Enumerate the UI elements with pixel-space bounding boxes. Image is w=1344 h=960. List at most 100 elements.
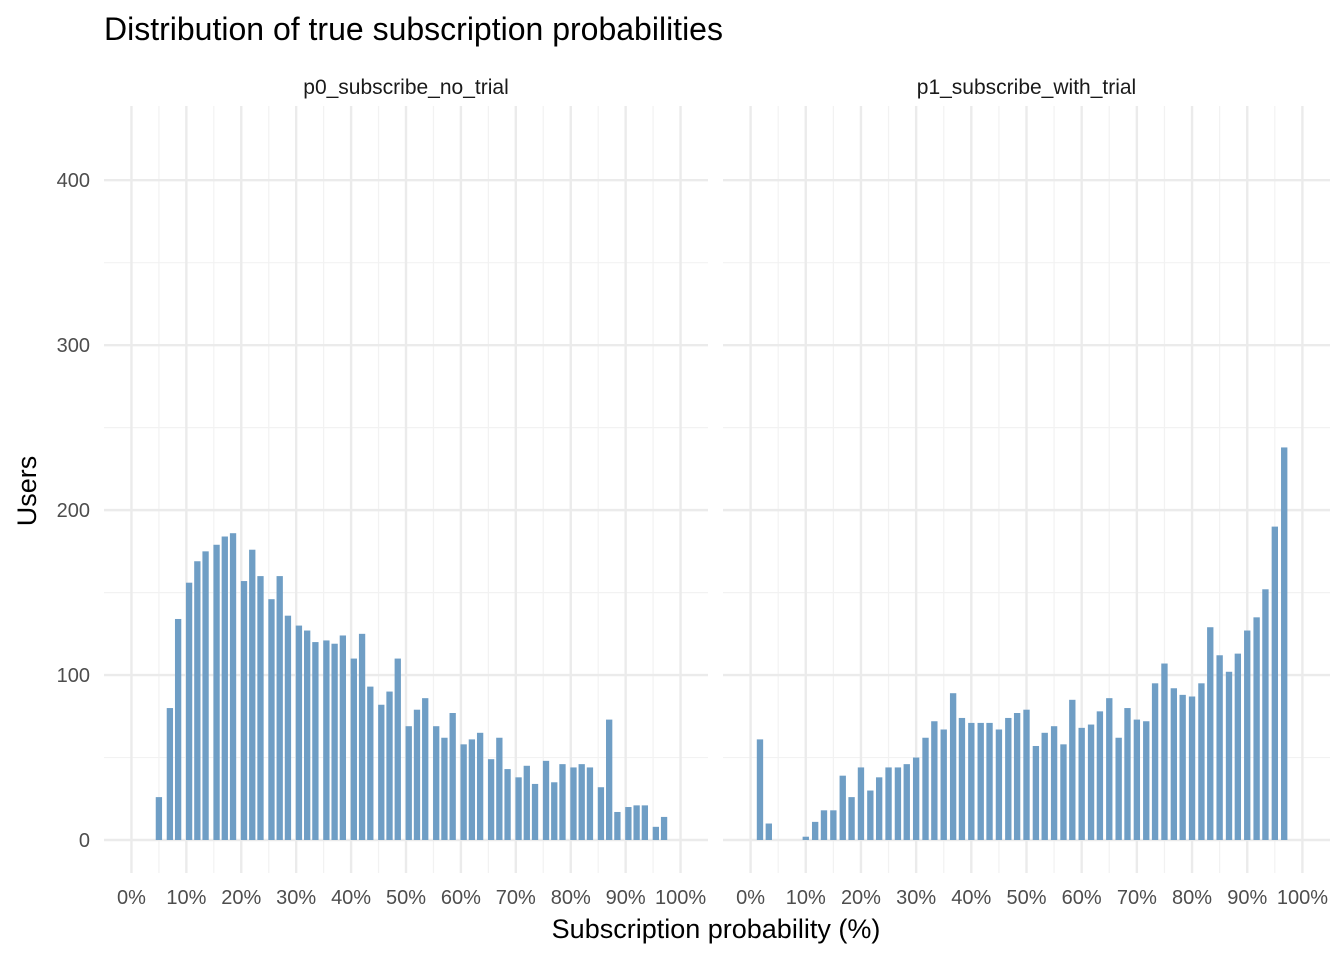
histogram-bar <box>476 732 484 841</box>
histogram-bar <box>331 643 338 841</box>
histogram-bar <box>958 717 966 841</box>
y-tick-label: 0 <box>79 830 90 852</box>
panel-p0_subscribe_no_trial: p0_subscribe_no_trial 0% 10% 20% 30% 40% 50% 60… <box>57 76 708 909</box>
histogram-bar <box>249 549 256 841</box>
histogram-bar <box>830 810 837 841</box>
histogram-bar <box>578 764 585 841</box>
histogram-bar <box>155 797 163 841</box>
histogram-bar <box>1253 617 1260 841</box>
histogram-bar <box>570 767 577 841</box>
histogram-bar <box>515 777 522 841</box>
histogram-bar <box>1281 447 1288 841</box>
y-tick-label: 400 <box>57 170 90 192</box>
x-tick-label: 80% <box>551 887 591 909</box>
histogram-bar <box>894 767 902 841</box>
histogram-bar <box>633 805 640 841</box>
histogram-bar <box>1115 737 1122 841</box>
histogram-bar <box>358 633 366 841</box>
histogram-bar <box>1271 526 1278 841</box>
x-tick-label: 100% <box>1277 887 1328 909</box>
histogram-bar <box>1069 699 1076 841</box>
x-tick-label: 80% <box>1172 887 1212 909</box>
histogram-bar <box>1225 671 1233 841</box>
histogram-bar <box>1161 663 1168 841</box>
histogram-bar <box>922 737 929 841</box>
histogram-bar <box>986 722 993 841</box>
histogram-bar <box>875 777 883 841</box>
x-tick-label: 20% <box>841 887 881 909</box>
facet-label: p1_subscribe_with_trial <box>917 76 1136 99</box>
histogram-bar <box>903 764 910 841</box>
x-tick-label: 70% <box>1117 887 1157 909</box>
histogram-bar <box>1124 708 1131 841</box>
histogram-bar <box>449 713 456 841</box>
histogram-bar <box>811 821 819 841</box>
histogram-bar <box>641 805 649 841</box>
histogram-bar <box>940 729 947 841</box>
x-tick-label: 50% <box>386 887 426 909</box>
histogram-bar <box>1106 698 1113 841</box>
histogram-bar <box>213 544 220 841</box>
histogram-bar <box>1188 696 1196 841</box>
histogram-bar <box>295 625 303 841</box>
histogram-bar <box>1198 683 1205 841</box>
y-tick-label: 300 <box>57 335 90 357</box>
histogram-bar <box>394 658 401 841</box>
x-tick-label: 50% <box>1006 887 1046 909</box>
histogram-bar <box>968 722 975 841</box>
histogram-bar <box>386 691 393 841</box>
histogram-bar <box>1050 726 1058 841</box>
histogram-bar <box>202 551 209 841</box>
histogram-bar <box>166 708 174 841</box>
histogram-bar <box>949 693 957 841</box>
histogram-bar <box>586 767 594 841</box>
histogram-bar <box>1096 711 1104 841</box>
histogram-bar <box>276 576 283 841</box>
histogram-bar <box>304 630 311 841</box>
x-tick-label: 20% <box>221 887 261 909</box>
y-tick-label: 200 <box>57 500 90 522</box>
panel-p1_subscribe_with_trial: p1_subscribe_with_trial 0% 10% 20% 30% 40% 50%… <box>723 76 1330 909</box>
histogram-bar <box>756 739 764 841</box>
histogram-bar <box>433 726 440 841</box>
x-tick-label: 10% <box>166 887 206 909</box>
histogram-bar <box>441 737 448 841</box>
histogram-bar <box>460 744 467 841</box>
histogram-bar <box>1244 630 1251 841</box>
histogram-bar <box>606 719 613 841</box>
histogram-bar <box>1207 627 1214 841</box>
histogram-bar <box>1151 683 1159 841</box>
histogram-bar <box>1013 713 1021 841</box>
histogram-bar <box>221 536 228 841</box>
histogram-bar <box>174 618 182 841</box>
x-tick-label: 0% <box>736 887 765 909</box>
histogram-bar <box>542 760 550 841</box>
histogram-bar <box>614 811 621 841</box>
facet-label: p0_subscribe_no_trial <box>303 76 508 99</box>
histogram-bar <box>765 823 772 841</box>
x-axis-title: Subscription probability (%) <box>552 914 881 944</box>
histogram-bar <box>1143 721 1150 841</box>
histogram-bar <box>1133 719 1141 841</box>
x-tick-label: 10% <box>786 887 826 909</box>
x-tick-label: 60% <box>441 887 481 909</box>
histogram-bar <box>660 816 668 841</box>
histogram-bar <box>257 576 264 841</box>
chart-title: Distribution of true subscription probab… <box>104 11 723 47</box>
histogram-bar <box>1041 732 1048 841</box>
histogram-bar <box>531 783 539 841</box>
x-tick-label: 70% <box>496 887 536 909</box>
histogram-bar <box>839 775 846 841</box>
histogram-bar <box>652 826 659 841</box>
histogram-bar <box>350 658 357 841</box>
histogram-bar <box>625 807 632 841</box>
x-tick-label: 100% <box>655 887 706 909</box>
histogram-bar <box>229 533 237 841</box>
histogram-bar <box>912 757 920 841</box>
histogram-bar <box>468 739 476 841</box>
facet-panels: p0_subscribe_no_trial 0% 10% 20% 30% 40% 50% 60… <box>57 76 1330 909</box>
histogram-bar <box>413 709 421 841</box>
x-tick-label: 40% <box>331 887 371 909</box>
x-tick-label: 30% <box>896 887 936 909</box>
y-tick-label: 100 <box>57 665 90 687</box>
